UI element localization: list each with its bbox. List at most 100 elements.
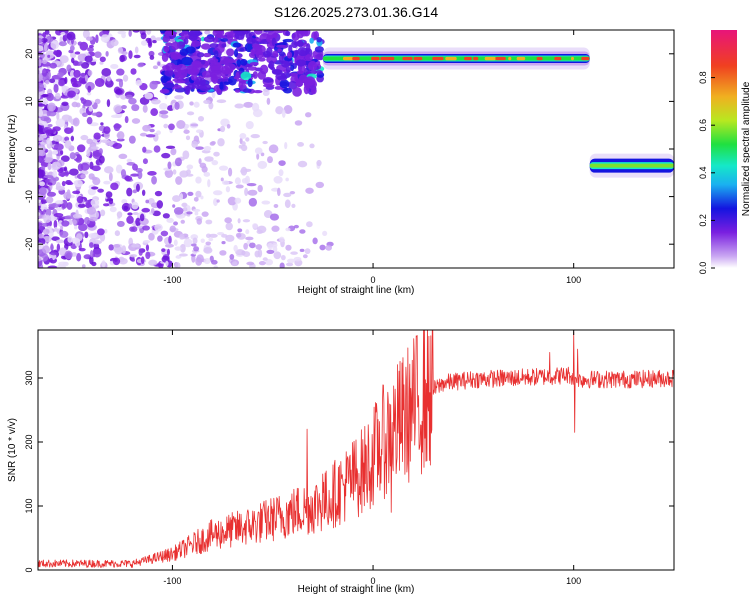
noise-blob [72, 190, 81, 195]
burst-blob [290, 64, 295, 72]
noise-blob [154, 190, 163, 197]
burst-blob [259, 64, 269, 75]
snr-y-tick-label: 300 [24, 370, 34, 385]
noise-blob [216, 99, 227, 104]
noise-blob [84, 74, 89, 83]
noise-blob [164, 169, 174, 178]
noise-blob [91, 176, 98, 181]
burst-blob [277, 48, 282, 53]
noise-blob [87, 85, 92, 93]
noise-blob [38, 151, 46, 157]
noise-blob [322, 230, 328, 237]
noise-blob [47, 162, 52, 171]
noise-blob [178, 253, 188, 257]
noise-blob [65, 181, 74, 186]
noise-blob [285, 244, 292, 251]
noise-blob [228, 167, 233, 177]
noise-blob [280, 255, 286, 261]
main-line-peak [402, 56, 413, 61]
burst-blob [292, 86, 302, 97]
noise-blob [53, 83, 59, 93]
noise-blob [97, 188, 104, 193]
noise-blob [120, 94, 127, 100]
noise-blob [136, 225, 143, 229]
noise-blob [146, 30, 152, 35]
main-line-peak [554, 56, 562, 61]
noise-blob [161, 248, 166, 253]
noise-blob [174, 95, 184, 100]
noise-blob [242, 251, 251, 258]
noise-blob [40, 205, 45, 210]
burst-blob [308, 60, 318, 71]
noise-blob [53, 212, 64, 218]
noise-blob [130, 173, 139, 177]
noise-blob [113, 104, 123, 114]
noise-blob [242, 219, 251, 223]
noise-blob [137, 62, 145, 68]
noise-blob [47, 71, 51, 80]
colorbar-tick-label: 0.6 [698, 119, 708, 132]
noise-blob [149, 55, 155, 60]
noise-blob [48, 229, 54, 239]
burst-blob [247, 66, 258, 71]
noise-blob [38, 72, 43, 82]
noise-blob [46, 92, 54, 102]
noise-blob [103, 166, 114, 174]
burst-blob [203, 36, 216, 43]
noise-blob [91, 165, 101, 172]
noise-blob [257, 184, 263, 193]
noise-blob [87, 69, 93, 77]
noise-blob [273, 203, 279, 208]
noise-blob [233, 244, 238, 252]
noise-blob [294, 120, 303, 126]
burst-blob [164, 69, 174, 77]
noise-blob [128, 30, 132, 37]
noise-blob [53, 50, 62, 56]
burst-blob [196, 52, 205, 58]
noise-blob [147, 171, 157, 176]
noise-blob [100, 209, 106, 217]
noise-blob [49, 78, 56, 84]
noise-blob [279, 236, 285, 243]
noise-blob [161, 152, 171, 159]
spectrogram-x-tick-label: 100 [566, 275, 581, 285]
noise-blob [291, 203, 296, 208]
noise-blob [189, 101, 194, 106]
noise-blob [170, 148, 177, 156]
burst-blob [309, 37, 314, 44]
noise-blob [103, 126, 111, 134]
noise-blob [142, 240, 151, 244]
spectrogram-y-axis-label: Frequency (Hz) [7, 115, 18, 184]
noise-blob [59, 230, 69, 238]
burst-blob [200, 59, 206, 65]
noise-blob [305, 112, 312, 118]
noise-blob [55, 239, 65, 244]
noise-blob [83, 216, 91, 225]
noise-blob [52, 170, 58, 178]
noise-blob [148, 37, 152, 47]
main-line-peak [464, 56, 472, 61]
noise-blob [99, 61, 104, 65]
noise-blob [306, 221, 313, 228]
noise-blob [186, 164, 194, 170]
shifted-line-core [589, 163, 674, 168]
noise-blob [157, 61, 161, 66]
main-line-peak [445, 56, 457, 61]
noise-blob [319, 244, 326, 251]
noise-blob [137, 170, 143, 180]
noise-blob [204, 156, 214, 162]
noise-blob [200, 238, 205, 244]
noise-blob [120, 169, 127, 178]
main-line-peak [570, 56, 575, 61]
noise-blob [245, 120, 254, 130]
noise-blob [38, 45, 44, 52]
snr-x-tick-label: 0 [371, 576, 376, 586]
noise-blob [158, 102, 168, 110]
noise-blob [145, 244, 150, 252]
noise-blob [73, 225, 78, 230]
noise-blob [198, 158, 202, 165]
noise-blob [134, 46, 139, 54]
burst-blob [281, 72, 292, 79]
noise-blob [205, 233, 211, 239]
noise-blob [59, 55, 69, 64]
